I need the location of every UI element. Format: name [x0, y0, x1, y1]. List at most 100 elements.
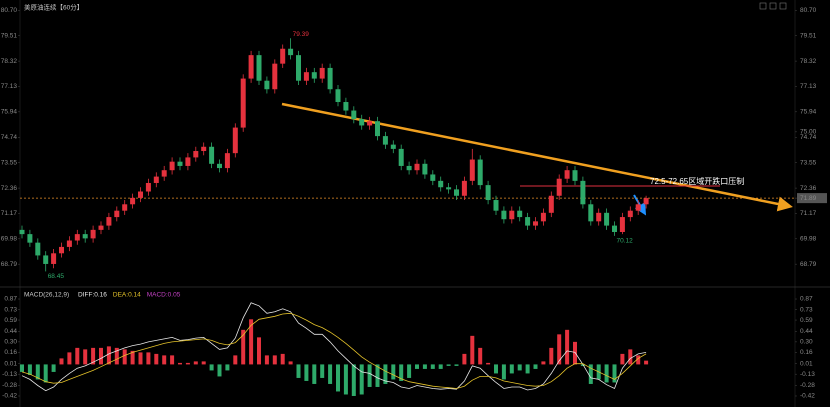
candle-body — [469, 159, 475, 181]
candle-body — [612, 225, 617, 232]
macd-bar — [509, 364, 514, 374]
candle-body — [153, 176, 159, 183]
macd-bar — [446, 364, 451, 366]
macd-bar — [209, 364, 214, 371]
macd-bar — [185, 362, 190, 365]
macd-bar — [83, 349, 88, 365]
candle-body — [27, 234, 33, 243]
annotation: 72.5-72.65区域开跌口压制 — [650, 176, 744, 186]
candle-body — [232, 127, 238, 154]
candle-body — [240, 78, 246, 128]
y-tick-label: 0.59 — [800, 317, 813, 324]
candle-body — [580, 180, 586, 205]
macd-bar — [557, 334, 562, 365]
y-tick-label: 77.13 — [1, 83, 18, 90]
y-tick-label: 0.01 — [800, 360, 813, 367]
candle-body — [627, 210, 633, 218]
macd-line — [21, 302, 647, 392]
y-tick-label: 69.98 — [1, 236, 18, 243]
candle-body — [288, 48, 294, 56]
y-tick-label: 74.74 — [1, 134, 18, 141]
macd-bar — [470, 335, 475, 365]
candle-body — [438, 180, 444, 188]
candle-body — [525, 217, 531, 226]
low-label: 68.45 — [48, 273, 65, 280]
macd-bar — [407, 364, 412, 378]
candle-body — [517, 210, 523, 218]
window-icon[interactable] — [779, 2, 787, 10]
candle-body — [106, 217, 112, 226]
macd-bar — [430, 364, 435, 369]
macd-bar — [328, 364, 333, 384]
macd-bar — [280, 353, 285, 365]
window-icon[interactable] — [769, 2, 777, 10]
macd-bar — [644, 360, 649, 365]
macd-bar — [264, 355, 269, 365]
candle-body — [264, 80, 270, 90]
candle-body — [382, 136, 388, 145]
candle-body — [596, 212, 602, 222]
y-tick-label: 0.44 — [800, 328, 813, 335]
candle-body — [351, 110, 357, 120]
chart-title: 美原油连续【60分】 — [24, 3, 83, 12]
candle-body — [161, 170, 167, 177]
candle-body — [619, 217, 625, 232]
candle-body — [635, 204, 641, 211]
candle-body — [114, 210, 120, 218]
candle-body — [367, 121, 373, 126]
macd-bar — [541, 361, 546, 365]
candle-body — [461, 180, 467, 196]
macd-bar — [217, 364, 222, 377]
last-price-box — [797, 193, 827, 204]
candle-body — [303, 72, 309, 81]
y-tick-label: 79.51 — [800, 32, 817, 39]
candle-body — [51, 253, 57, 264]
candle-body — [446, 187, 452, 190]
macd-bar — [549, 347, 554, 365]
macd-bar — [249, 319, 254, 365]
macd-bar — [533, 364, 538, 369]
macd-bar — [336, 364, 340, 392]
candle-body — [485, 185, 491, 201]
candle-body — [256, 55, 262, 81]
macd-bar — [343, 364, 348, 395]
macd-bar — [106, 346, 111, 365]
y-tick-label: 69.98 — [800, 236, 817, 243]
macd-bar — [43, 364, 48, 383]
macd-bar — [620, 353, 625, 365]
y-tick-label: 0.44 — [4, 328, 17, 335]
macd-bar — [478, 347, 483, 365]
y-tick-label: 75.94 — [800, 109, 817, 116]
window-icon[interactable] — [759, 2, 767, 10]
y-tick-label: 73.55 — [800, 159, 817, 166]
candle-body — [564, 170, 570, 179]
y-tick-label: 80.70 — [800, 7, 817, 14]
candle-body — [43, 255, 49, 264]
y-tick-label: -0.13 — [2, 371, 17, 378]
candle-body — [98, 225, 104, 230]
macd-bar — [588, 364, 593, 384]
y-tick-label: -0.28 — [2, 382, 17, 389]
macd-bar — [573, 341, 577, 365]
macd-bar — [225, 364, 230, 371]
macd-bar — [391, 364, 396, 380]
candle-body — [604, 212, 610, 226]
candle-body — [390, 144, 396, 149]
macd-bar — [91, 347, 96, 365]
legend-entry: MACD:0.05 — [147, 292, 181, 299]
candle-body — [280, 48, 286, 64]
candle-body — [343, 102, 349, 111]
y-tick-label: 0.59 — [4, 317, 17, 324]
candle-body — [548, 195, 554, 213]
legend-entry: DEA:0.14 — [113, 292, 141, 299]
macd-bar — [367, 364, 372, 387]
y-tick-label: 0.16 — [4, 349, 17, 356]
candle-body — [311, 72, 317, 79]
y-tick-label: 75.94 — [1, 109, 18, 116]
y-tick-label: 0.73 — [800, 306, 813, 313]
y-tick-label: 78.32 — [800, 58, 817, 65]
candle-body — [90, 229, 96, 239]
candle-body — [59, 246, 64, 254]
macd-bar — [415, 364, 419, 369]
